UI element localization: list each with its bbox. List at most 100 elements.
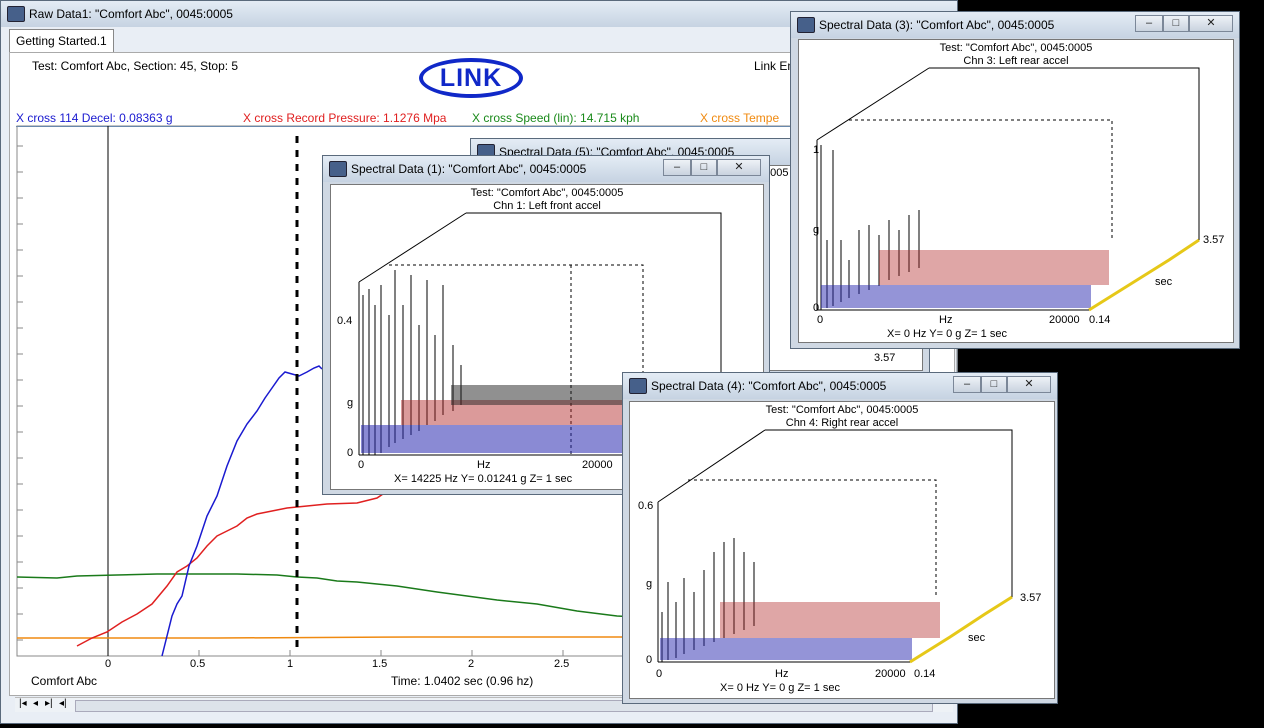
waterfall-plot[interactable] bbox=[630, 402, 1056, 700]
back-wall bbox=[765, 429, 1013, 597]
cursor-readout-decel: X cross 114 Decel: 0.08363 g bbox=[16, 111, 173, 125]
window-title: Spectral Data (1): "Comfort Abc", 0045:0… bbox=[351, 162, 587, 176]
x-unit: Hz bbox=[775, 668, 789, 680]
window-title: Spectral Data (3): "Comfort Abc", 0045:0… bbox=[819, 18, 1055, 32]
test-line: Test: "Comfort Abc", 0045:0005 bbox=[765, 404, 919, 416]
time-readout: Time: 1.0402 sec (0.96 hz) bbox=[391, 674, 534, 688]
test-line: Test: "Comfort Abc", 0045:0005 bbox=[470, 187, 624, 199]
app-icon bbox=[797, 17, 815, 33]
maximize-button[interactable]: □ bbox=[1163, 15, 1189, 32]
cursor-readout: X= 0 Hz Y= 0 g Z= 1 sec bbox=[720, 682, 840, 694]
tab-getting-started[interactable]: Getting Started.1 bbox=[9, 29, 114, 52]
next-icon[interactable]: ▸| bbox=[45, 698, 53, 709]
x-tick-1: 1 bbox=[287, 658, 294, 670]
pressure-trace bbox=[76, 493, 384, 647]
y-max: 0.6 bbox=[638, 500, 654, 512]
depth-edge bbox=[657, 429, 766, 503]
cursor-readout-pressure: X cross Record Pressure: 1.1276 Mpa bbox=[243, 111, 447, 125]
x-tick-0.5: 0.5 bbox=[190, 658, 206, 670]
x-tick-0: 0 bbox=[105, 658, 112, 670]
x-max: 20000 bbox=[1049, 314, 1080, 326]
x-max: 20000 bbox=[582, 459, 613, 471]
x-unit: Hz bbox=[939, 314, 953, 326]
x-tick-2.5: 2.5 bbox=[554, 658, 570, 670]
y-min: 0 bbox=[347, 447, 354, 459]
link-logo-text: LINK bbox=[439, 64, 503, 92]
speed-trace bbox=[16, 573, 658, 619]
x-unit: Hz bbox=[477, 459, 491, 471]
spectrum-band-dark bbox=[451, 385, 631, 405]
app-icon bbox=[329, 161, 347, 177]
channel-label: Chn 1: Left front accel bbox=[493, 200, 601, 212]
y-max: 1 bbox=[813, 144, 820, 156]
decel-trace bbox=[161, 365, 323, 657]
channel-label: Chn 3: Left rear accel bbox=[963, 55, 1069, 67]
channel-label: Chn 4: Right rear accel bbox=[785, 417, 899, 429]
x-min: 0 bbox=[656, 668, 663, 680]
z-unit: sec bbox=[968, 632, 986, 644]
maximize-button[interactable]: □ bbox=[981, 376, 1007, 393]
test-line: Test: "Comfort Abc", 0045:0005 bbox=[939, 42, 1093, 54]
z-min: 0.14 bbox=[1089, 314, 1111, 326]
back-wall bbox=[466, 212, 722, 383]
close-button[interactable]: ✕ bbox=[717, 159, 761, 176]
spectrum-band-red bbox=[879, 250, 1109, 285]
cursor-readout: X= 14225 Hz Y= 0.01241 g Z= 1 sec bbox=[394, 473, 573, 485]
close-button[interactable]: ✕ bbox=[1189, 15, 1233, 32]
prev-icon[interactable]: ◂ bbox=[33, 698, 39, 709]
dashed-plane bbox=[688, 479, 937, 597]
y-unit: g bbox=[646, 578, 653, 590]
spectrum-band-red bbox=[720, 602, 940, 638]
legend-name: Comfort Abc bbox=[31, 674, 98, 688]
spectral-1-titlebar[interactable]: Spectral Data (1): "Comfort Abc", 0045:0… bbox=[323, 156, 769, 182]
spectral-4-client: Test: "Comfort Abc", 0045:0005 Chn 4: Ri… bbox=[629, 401, 1055, 699]
cursor-readout-temperature: X cross Tempe bbox=[700, 111, 780, 125]
close-button[interactable]: ✕ bbox=[1007, 376, 1051, 393]
z-max: 3.57 bbox=[1020, 592, 1042, 604]
z-min: 0.14 bbox=[914, 668, 936, 680]
partial-z-max: 3.57 bbox=[874, 352, 896, 364]
first-icon[interactable]: |◂ bbox=[19, 698, 27, 709]
waterfall-plot[interactable] bbox=[331, 185, 765, 491]
cursor-readout: X= 0 Hz Y= 0 g Z= 1 sec bbox=[887, 328, 1007, 340]
y-min: 0 bbox=[813, 302, 820, 314]
y-unit: g bbox=[813, 224, 820, 236]
spectral-4-titlebar[interactable]: Spectral Data (4): "Comfort Abc", 0045:0… bbox=[623, 373, 1057, 399]
back-wall bbox=[929, 67, 1200, 240]
depth-edge bbox=[816, 67, 930, 141]
spectrum-band-blue bbox=[821, 285, 1091, 308]
z-gradient-edge bbox=[909, 595, 1013, 664]
spectral-3-client: Test: "Comfort Abc", 0045:0005 Chn 3: Le… bbox=[798, 39, 1234, 343]
dashed-plane bbox=[849, 119, 1113, 240]
x-max: 20000 bbox=[875, 668, 906, 680]
minimize-button[interactable]: – bbox=[663, 159, 691, 176]
app-icon bbox=[629, 378, 647, 394]
y-unit: g bbox=[347, 397, 354, 409]
z-max: 3.57 bbox=[1203, 234, 1225, 246]
spectral-3-titlebar[interactable]: Spectral Data (3): "Comfort Abc", 0045:0… bbox=[791, 12, 1239, 38]
z-gradient-edge bbox=[1088, 238, 1200, 312]
window-title: Spectral Data (4): "Comfort Abc", 0045:0… bbox=[651, 379, 887, 393]
y-min: 0 bbox=[646, 654, 653, 666]
x-min: 0 bbox=[358, 459, 365, 471]
cursor-readout-speed: X cross Speed (lin): 14.715 kph bbox=[472, 111, 640, 125]
spectrum-band-blue bbox=[660, 638, 912, 660]
link-logo: LINK bbox=[419, 58, 523, 98]
depth-edge bbox=[358, 212, 467, 283]
y-max: 0.4 bbox=[337, 315, 353, 327]
app-icon bbox=[7, 6, 25, 22]
test-info: Test: Comfort Abc, Section: 45, Stop: 5 bbox=[32, 59, 239, 73]
spectral-window-4: Spectral Data (4): "Comfort Abc", 0045:0… bbox=[622, 372, 1058, 704]
last-icon[interactable]: ◂| bbox=[59, 698, 67, 709]
partial-subtitle: 0005 bbox=[764, 167, 789, 179]
link-engineering-label: Link En bbox=[754, 59, 795, 73]
maximize-button[interactable]: □ bbox=[691, 159, 717, 176]
x-min: 0 bbox=[817, 314, 824, 326]
x-tick-1.5: 1.5 bbox=[372, 658, 388, 670]
x-ticks bbox=[198, 650, 655, 656]
minimize-button[interactable]: – bbox=[1135, 15, 1163, 32]
waterfall-plot[interactable] bbox=[799, 40, 1235, 344]
window-title: Raw Data1: "Comfort Abc", 0045:0005 bbox=[29, 7, 233, 21]
minimize-button[interactable]: – bbox=[953, 376, 981, 393]
z-unit: sec bbox=[1155, 276, 1173, 288]
